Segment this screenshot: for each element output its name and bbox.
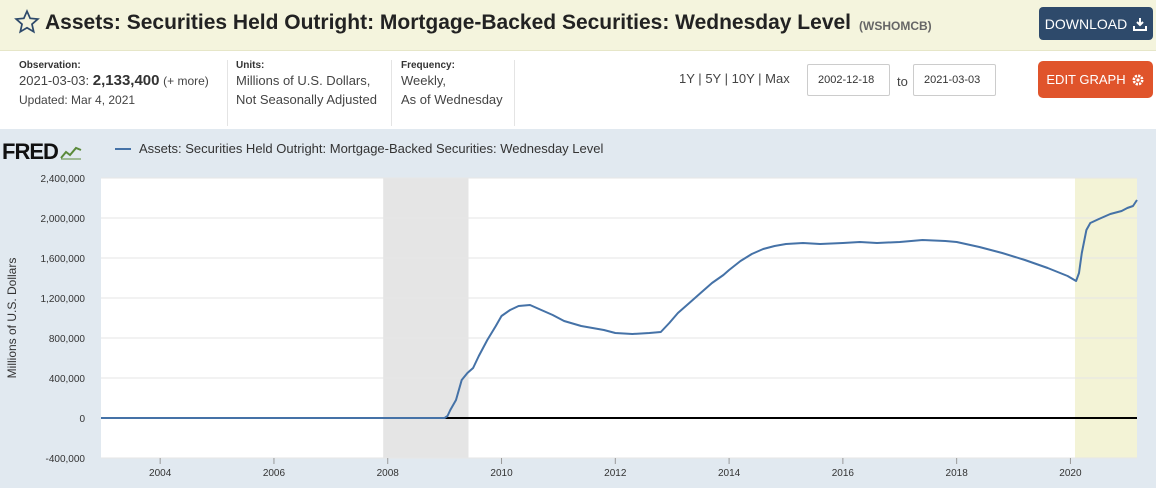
y-tick-label: 2,000,000	[41, 214, 86, 225]
x-tick-label: 2018	[946, 468, 969, 479]
x-tick-label: 2010	[490, 468, 513, 479]
end-date-input[interactable]: 2021-03-03	[913, 64, 996, 96]
units-label: Units:	[236, 60, 265, 71]
gear-icon	[1132, 74, 1144, 85]
page-title: Assets: Securities Held Outright: Mortga…	[45, 11, 852, 34]
edit-graph-label: EDIT GRAPH	[1046, 72, 1126, 87]
frequency-line2: As of Wednesday	[401, 92, 503, 107]
divider	[391, 60, 392, 126]
recession-shading	[1074, 178, 1137, 458]
divider	[514, 60, 515, 126]
x-tick-label: 2006	[263, 468, 286, 479]
fred-logo: FRED	[2, 139, 82, 165]
range-5y[interactable]: 5Y	[705, 71, 721, 86]
y-tick-label: 1,600,000	[41, 254, 86, 265]
x-tick-label: 2008	[377, 468, 400, 479]
divider	[227, 60, 228, 126]
fred-logo-text: FRED	[2, 139, 59, 164]
chart-logo-icon	[60, 146, 82, 160]
y-tick-label: 800,000	[49, 334, 86, 345]
range-separator: |	[724, 71, 728, 86]
frequency-label: Frequency:	[401, 60, 455, 71]
observation-value: 2,133,400	[92, 72, 160, 89]
download-button[interactable]: DOWNLOAD	[1039, 7, 1153, 40]
units-line2: Not Seasonally Adjusted	[236, 92, 377, 107]
y-axis-label: Millions of U.S. Dollars	[5, 258, 19, 379]
x-tick-label: 2020	[1059, 468, 1082, 479]
y-tick-label: -400,000	[46, 454, 86, 465]
start-date-input[interactable]: 2002-12-18	[807, 64, 890, 96]
plot-background	[101, 178, 1137, 458]
y-tick-label: 2,400,000	[41, 174, 86, 185]
range-separator: |	[698, 71, 702, 86]
observation-block: Observation: 2021-03-03: 2,133,400 (+ mo…	[19, 60, 224, 126]
range-1y[interactable]: 1Y	[679, 71, 695, 86]
legend: Assets: Securities Held Outright: Mortga…	[115, 141, 603, 156]
observation-label: Observation:	[19, 60, 81, 71]
edit-graph-button[interactable]: EDIT GRAPH	[1038, 61, 1153, 98]
y-tick-label: 1,200,000	[41, 294, 86, 305]
range-separator: |	[758, 71, 762, 86]
observation-more-link[interactable]: (+ more)	[163, 74, 209, 88]
range-max[interactable]: Max	[765, 71, 790, 86]
x-tick-label: 2016	[832, 468, 855, 479]
y-tick-label: 400,000	[49, 374, 86, 385]
x-tick-label: 2004	[149, 468, 172, 479]
to-label: to	[897, 74, 908, 89]
units-block: Units: Millions of U.S. Dollars, Not Sea…	[236, 60, 391, 126]
star-icon[interactable]	[14, 9, 40, 35]
frequency-line1: Weekly,	[401, 73, 447, 88]
legend-swatch	[115, 147, 131, 150]
range-selector: 1Y | 5Y | 10Y | Max	[679, 71, 790, 86]
y-tick-label: 0	[79, 414, 85, 425]
updated-date: Updated: Mar 4, 2021	[19, 93, 136, 107]
x-tick-label: 2012	[604, 468, 627, 479]
x-tick-label: 2014	[718, 468, 741, 479]
range-10y[interactable]: 10Y	[731, 71, 755, 86]
download-icon	[1133, 17, 1148, 31]
legend-label: Assets: Securities Held Outright: Mortga…	[139, 141, 604, 156]
units-line1: Millions of U.S. Dollars,	[236, 73, 371, 88]
observation-date: 2021-03-03:	[19, 73, 90, 88]
recession-shading	[383, 178, 469, 458]
line-chart: -400,000 0 400,000 800,000 1,200,000 1,600,00…	[5, 174, 1138, 479]
title-bar: Assets: Securities Held Outright: Mortga…	[0, 0, 1156, 51]
frequency-block: Frequency: Weekly, As of Wednesday	[401, 60, 511, 126]
series-id: (WSHOMCB)	[859, 19, 932, 33]
download-label: DOWNLOAD	[1044, 15, 1128, 32]
series-line	[101, 199, 1138, 419]
